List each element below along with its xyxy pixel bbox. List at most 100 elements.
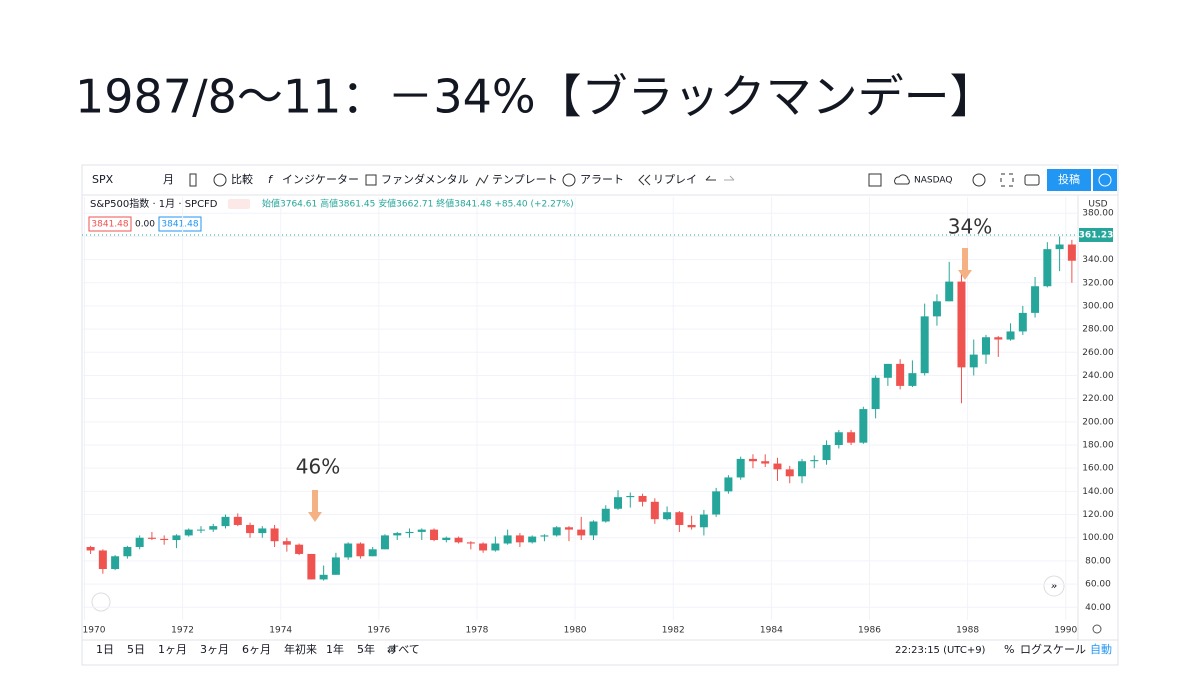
candle-body — [417, 529, 426, 532]
post[interactable]: 投稿 — [1058, 172, 1080, 186]
candle-icon[interactable] — [189, 173, 197, 187]
candle-body — [626, 495, 635, 498]
fullscreen-icon[interactable] — [1000, 173, 1014, 187]
x-tick-label: 1976 — [367, 626, 390, 636]
candle-body — [712, 491, 721, 515]
replay-icon[interactable] — [638, 174, 651, 186]
candle-body — [295, 544, 304, 554]
candle-body — [515, 535, 524, 543]
redo-icon[interactable] — [724, 175, 735, 181]
post-button[interactable] — [1047, 169, 1091, 191]
candle-body — [847, 432, 856, 443]
candle-body — [491, 543, 500, 551]
x-tick-label: 1980 — [564, 626, 587, 636]
candle-body — [331, 557, 340, 575]
candle-body — [307, 553, 316, 580]
candle-body — [380, 535, 389, 550]
ask-box[interactable] — [158, 216, 202, 232]
range-button[interactable]: 5年 — [357, 642, 375, 656]
play-button[interactable] — [1093, 169, 1117, 191]
candle-body — [896, 363, 905, 386]
candle-body — [221, 516, 230, 527]
logo[interactable] — [91, 592, 111, 612]
range-button[interactable]: 1年 — [326, 642, 344, 656]
range-button[interactable]: 3ヶ月 — [200, 643, 229, 656]
range-button[interactable]: 5日 — [127, 643, 145, 656]
range-button[interactable]: 年初来 — [284, 642, 317, 656]
x-tick-label: 1988 — [956, 626, 979, 636]
indicator[interactable]: インジケーター — [282, 173, 359, 186]
candle-body — [344, 543, 353, 558]
candle-body — [454, 537, 463, 543]
candle-body — [1067, 244, 1076, 261]
candle-body — [638, 495, 647, 502]
snapshot-icon[interactable] — [1024, 174, 1040, 186]
x-tick-label: 1990 — [1054, 626, 1077, 636]
alert[interactable]: アラート — [580, 173, 624, 186]
candle-body — [957, 281, 966, 368]
interval[interactable]: 月 — [163, 173, 174, 186]
y-tick-label: 180.00 — [1082, 441, 1114, 451]
play-icon[interactable] — [1098, 173, 1112, 187]
replay[interactable]: リプレイ — [653, 173, 697, 186]
y-tick-label: 340.00 — [1082, 255, 1114, 265]
candle-body — [368, 549, 377, 557]
candle-body — [184, 529, 193, 536]
range-button[interactable]: 6ヶ月 — [242, 643, 271, 656]
axis-settings-icon[interactable] — [1092, 624, 1102, 634]
compare-icon[interactable] — [213, 173, 227, 187]
log-scale[interactable]: ログスケール — [1020, 642, 1086, 656]
legend-toggle[interactable] — [228, 199, 250, 209]
candle-body — [969, 354, 978, 368]
fx-icon[interactable]: f — [268, 173, 274, 186]
arrow — [308, 490, 322, 522]
settings-icon[interactable] — [972, 173, 986, 187]
alert-icon[interactable] — [562, 173, 576, 187]
date-range-icon[interactable]: ⇄ — [387, 643, 396, 656]
scroll-icon[interactable]: » — [1051, 579, 1058, 592]
candle-body — [945, 281, 954, 302]
bid-box[interactable] — [88, 216, 132, 232]
spread: 0.00 — [135, 220, 155, 230]
candle-body — [773, 463, 782, 470]
y-tick-label: 200.00 — [1082, 417, 1114, 427]
scroll-button[interactable] — [1043, 575, 1065, 597]
candle-body — [871, 377, 880, 410]
range-button[interactable]: 1ヶ月 — [158, 643, 187, 656]
currency: USD — [1088, 200, 1107, 210]
layout-icon[interactable] — [868, 173, 882, 187]
candle-body — [982, 337, 991, 355]
y-tick-label: 320.00 — [1082, 278, 1114, 288]
candle-body — [932, 301, 941, 317]
auto[interactable]: 自動 — [1090, 642, 1112, 656]
cloud-icon[interactable] — [894, 174, 910, 185]
candle-body — [319, 574, 328, 580]
template-icon[interactable] — [475, 174, 489, 187]
symbol[interactable]: SPX — [92, 173, 114, 186]
ask[interactable]: 3841.48 — [161, 220, 198, 230]
last-price-label: 361.23 — [1079, 230, 1114, 240]
compare[interactable]: 比較 — [231, 172, 253, 186]
x-tick-label: 1974 — [269, 626, 292, 636]
bid[interactable]: 3841.48 — [91, 220, 128, 230]
candle-body — [1055, 244, 1064, 250]
legend-values: 始値3764.61 高値3861.45 安値3662.71 終値3841.48 … — [262, 198, 574, 210]
y-tick-label: 280.00 — [1082, 325, 1114, 335]
template[interactable]: テンプレート — [492, 173, 558, 186]
range-button[interactable]: すべて — [388, 643, 420, 656]
candle-body — [822, 445, 831, 461]
annotation: 34% — [948, 215, 992, 239]
undo-icon[interactable] — [705, 175, 716, 181]
exchange[interactable]: NASDAQ — [914, 176, 952, 186]
percent[interactable]: % — [1004, 643, 1014, 656]
fundamental[interactable]: ファンダメンタル — [381, 172, 469, 186]
y-tick-label: 240.00 — [1082, 371, 1114, 381]
candle-body — [209, 526, 218, 530]
x-tick-label: 1982 — [662, 626, 685, 636]
y-tick-label: 160.00 — [1082, 464, 1114, 474]
y-tick-label: 300.00 — [1082, 301, 1114, 311]
fundamental-icon[interactable] — [365, 174, 377, 186]
candle-body — [393, 533, 402, 536]
candle-body — [748, 458, 757, 462]
range-button[interactable]: 1日 — [96, 643, 114, 656]
